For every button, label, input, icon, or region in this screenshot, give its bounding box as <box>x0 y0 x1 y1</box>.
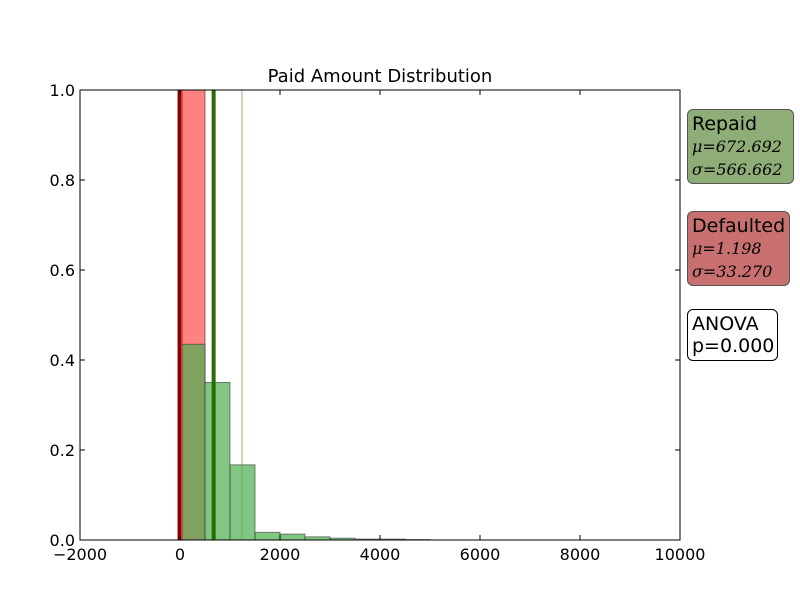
y-tick-label: 1.0 <box>50 81 75 100</box>
repaid-stats-box: Repaid μ=672.692 σ=566.662 <box>687 109 794 184</box>
y-tick-label: 0.8 <box>50 171 75 190</box>
x-tick-label: 2000 <box>260 545 301 564</box>
y-tick-label: 0.4 <box>50 351 75 370</box>
anova-p-value: p=0.000 <box>692 335 775 357</box>
repaid-bar <box>279 533 306 541</box>
y-tick-label: 0.2 <box>50 441 75 460</box>
x-tick-label: −2000 <box>53 545 107 564</box>
repaid-bar <box>179 343 206 541</box>
chart-title: Paid Amount Distribution <box>268 66 493 87</box>
x-tick-label: 4000 <box>360 545 401 564</box>
defaulted-stats-box: Defaulted μ=1.198 σ=33.270 <box>687 211 790 286</box>
defaulted-label: Defaulted <box>692 215 786 237</box>
anova-box: ANOVA p=0.000 <box>687 309 778 361</box>
x-tick-label: 6000 <box>460 545 501 564</box>
repaid-bar <box>254 531 281 541</box>
lines-layer <box>177 90 243 540</box>
repaid-bar <box>204 382 231 541</box>
bars-layer <box>179 89 431 541</box>
y-tick-label: 0.6 <box>50 261 75 280</box>
anova-label: ANOVA <box>692 313 759 335</box>
repaid-label: Repaid <box>692 113 758 135</box>
plot-frame <box>79 89 681 541</box>
repaid-std: σ=566.662 <box>692 160 783 179</box>
x-tick-label: 0 <box>175 545 185 564</box>
x-tick-label: 10000 <box>655 545 706 564</box>
x-tick-label: 8000 <box>560 545 601 564</box>
ticks-layer: −2000 0 2000 4000 6000 8000 10000 0.0 0.2 0.4 0.6 0… <box>50 81 706 564</box>
defaulted-mean: μ=1.198 <box>692 239 762 258</box>
repaid-mean: μ=672.692 <box>692 137 782 156</box>
repaid-bar <box>229 464 256 541</box>
y-tick-label: 0.0 <box>50 531 75 550</box>
defaulted-std: σ=33.270 <box>692 262 773 281</box>
